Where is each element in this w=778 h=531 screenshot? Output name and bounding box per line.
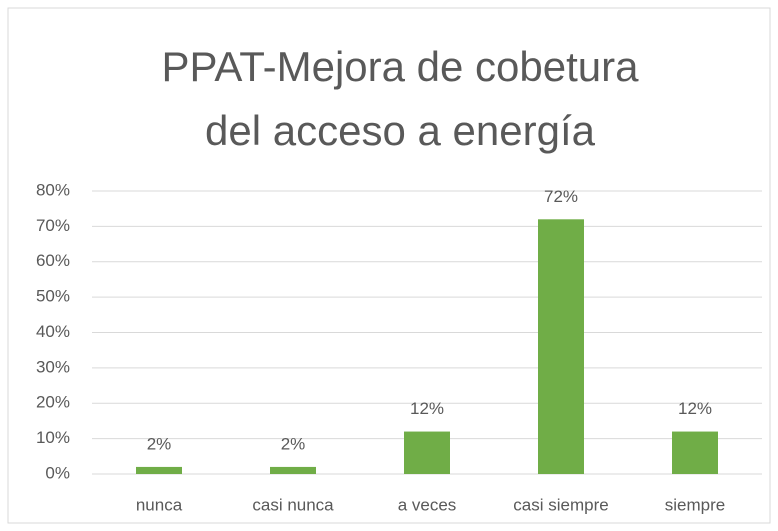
bar xyxy=(136,466,182,474)
data-label: 2% xyxy=(147,434,172,453)
x-tick-label: siempre xyxy=(665,495,725,514)
data-label: 12% xyxy=(678,399,712,418)
bar xyxy=(404,431,450,474)
y-tick-label: 0% xyxy=(45,463,70,482)
y-tick-label: 60% xyxy=(36,251,70,270)
bar xyxy=(538,219,584,474)
x-tick-label: casi siempre xyxy=(513,495,608,514)
y-tick-label: 30% xyxy=(36,357,70,376)
x-tick-label: nunca xyxy=(136,495,183,514)
chart-title: del acceso a energía xyxy=(205,107,596,154)
data-label: 2% xyxy=(281,434,306,453)
bar xyxy=(270,466,316,474)
chart-title: PPAT-Mejora de cobetura xyxy=(161,43,639,90)
bar xyxy=(672,431,718,474)
y-tick-label: 20% xyxy=(36,393,70,412)
y-tick-label: 10% xyxy=(36,428,70,447)
chart-border xyxy=(7,7,771,524)
y-tick-label: 50% xyxy=(36,287,70,306)
y-tick-label: 40% xyxy=(36,322,70,341)
data-label: 72% xyxy=(544,187,578,206)
x-tick-label: casi nunca xyxy=(252,495,334,514)
y-tick-label: 70% xyxy=(36,216,70,235)
y-tick-label: 80% xyxy=(36,180,70,199)
x-tick-label: a veces xyxy=(398,495,457,514)
data-label: 12% xyxy=(410,399,444,418)
